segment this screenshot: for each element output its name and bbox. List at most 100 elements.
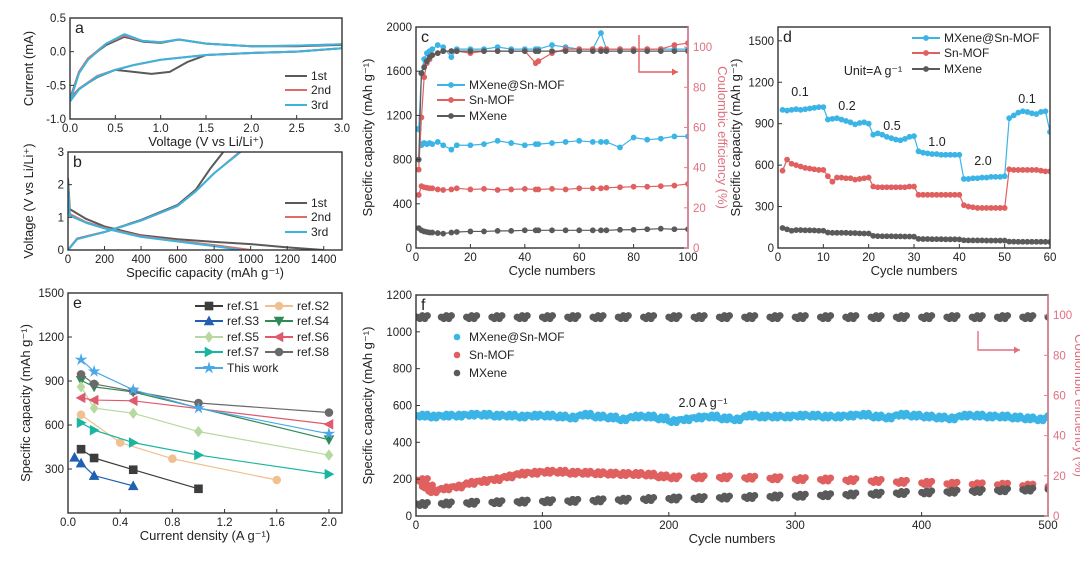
legend-label: This work — [227, 361, 279, 375]
x-axis-label: Cycle numbers — [871, 263, 958, 278]
data-point — [508, 140, 515, 146]
data-point — [928, 487, 936, 495]
data-point — [89, 424, 100, 436]
data-point — [671, 42, 678, 48]
legend-item: ref.S6 — [265, 330, 329, 344]
x-axis-label: Cycle numbers — [689, 531, 776, 546]
data-point — [521, 142, 528, 149]
data-point — [562, 186, 569, 193]
data-point — [324, 449, 334, 461]
y-tick-label: 1000 — [386, 327, 412, 339]
data-point — [76, 417, 87, 429]
legend-label: 2nd — [311, 83, 331, 97]
legend-item: ref.S2 — [265, 299, 329, 313]
data-point — [827, 312, 835, 320]
legend-label: 3rd — [311, 225, 328, 239]
legend-label: ref.S1 — [227, 299, 259, 313]
data-point — [481, 185, 487, 192]
y-tick-label: 800 — [393, 364, 412, 376]
y-tick-label: 1600 — [386, 66, 412, 78]
y-tick-label: 1500 — [748, 36, 774, 48]
legend-label: MXene@Sn-MOF — [944, 31, 1040, 45]
data-point — [453, 48, 460, 55]
data-point — [603, 227, 610, 234]
legend-label: Sn-MOF — [944, 46, 989, 60]
data-point — [453, 229, 460, 235]
x-tick-label: 1.2 — [217, 517, 233, 529]
data-point — [598, 139, 604, 145]
y-tick-label: 600 — [45, 420, 64, 432]
y-tick-label: 2 — [58, 180, 64, 192]
data-point — [671, 182, 678, 189]
data-point — [508, 48, 515, 55]
data-point — [902, 312, 910, 320]
data-point — [700, 493, 708, 501]
legend-label: MXene@Sn-MOF — [469, 78, 565, 92]
data-point — [481, 141, 487, 148]
data-point — [498, 312, 506, 320]
y-tick-label: -0.5 — [46, 80, 66, 92]
data-point — [671, 48, 678, 55]
data-point — [549, 140, 555, 146]
x-tick-label: 3.0 — [334, 123, 350, 135]
data-point — [1055, 485, 1061, 491]
panel-c: 0 20 40 60 80 1000400800120016002000020406080… — [360, 22, 730, 278]
data-point — [978, 485, 986, 493]
x-tick-label: 0.0 — [62, 123, 78, 135]
plot-area — [68, 152, 324, 250]
data-point — [574, 312, 582, 320]
y2-tick-label: 40 — [1053, 431, 1066, 443]
data-point — [429, 141, 436, 148]
annotation: 0.1 — [1018, 92, 1035, 106]
data-point — [523, 496, 531, 504]
y2-tick-label: 0 — [693, 243, 699, 255]
y-tick-label: 1200 — [386, 110, 412, 122]
x-tick-label: 1000 — [238, 254, 264, 266]
x-tick-label: 200 — [659, 520, 678, 532]
y-tick-label: 3 — [58, 147, 64, 159]
y2-tick-label: 20 — [693, 203, 706, 215]
data-point — [630, 226, 637, 233]
data-point — [69, 451, 80, 462]
data-point — [1029, 484, 1037, 492]
x-tick-label: 100 — [678, 252, 697, 264]
y-tick-label: 300 — [755, 202, 774, 214]
data-point — [865, 230, 872, 237]
data-point — [324, 468, 335, 480]
legend-label: Sn-MOF — [469, 93, 514, 107]
data-point — [448, 186, 455, 193]
data-point — [911, 233, 917, 240]
annotation: 1.0 — [928, 135, 945, 149]
data-point — [448, 146, 455, 153]
legend-marker — [202, 361, 216, 374]
data-point — [1050, 411, 1056, 417]
data-point — [725, 312, 733, 320]
data-point — [644, 183, 651, 190]
data-point — [562, 227, 569, 234]
data-point — [877, 488, 885, 496]
series-line-3rd — [68, 184, 242, 250]
data-point — [423, 312, 431, 320]
plot-area — [416, 30, 688, 237]
data-point — [827, 490, 835, 498]
y-tick-label: -1.0 — [46, 114, 66, 126]
x-axis-label: Cycle numbers — [509, 263, 596, 278]
data-point — [725, 472, 733, 480]
panel-a: 0.0 0.5 1.0 1.5 2.0 2.5 3.0 -1.0 -0.5 0.0 0.5 Volta… — [21, 13, 350, 149]
data-point — [429, 52, 436, 59]
data-point — [675, 312, 683, 320]
data-point — [272, 475, 282, 485]
y-tick-label: 1200 — [748, 77, 774, 89]
x-tick-label: 800 — [205, 254, 224, 266]
legend-marker — [923, 66, 929, 72]
data-point — [820, 104, 827, 111]
data-point — [481, 228, 487, 235]
legend-item: 3rd — [285, 225, 328, 239]
x-tick-label: 400 — [912, 520, 931, 532]
data-point — [829, 178, 836, 185]
data-point — [473, 497, 481, 505]
x-tick-label: 40 — [518, 252, 531, 264]
data-point — [74, 353, 88, 366]
data-point — [978, 312, 986, 320]
